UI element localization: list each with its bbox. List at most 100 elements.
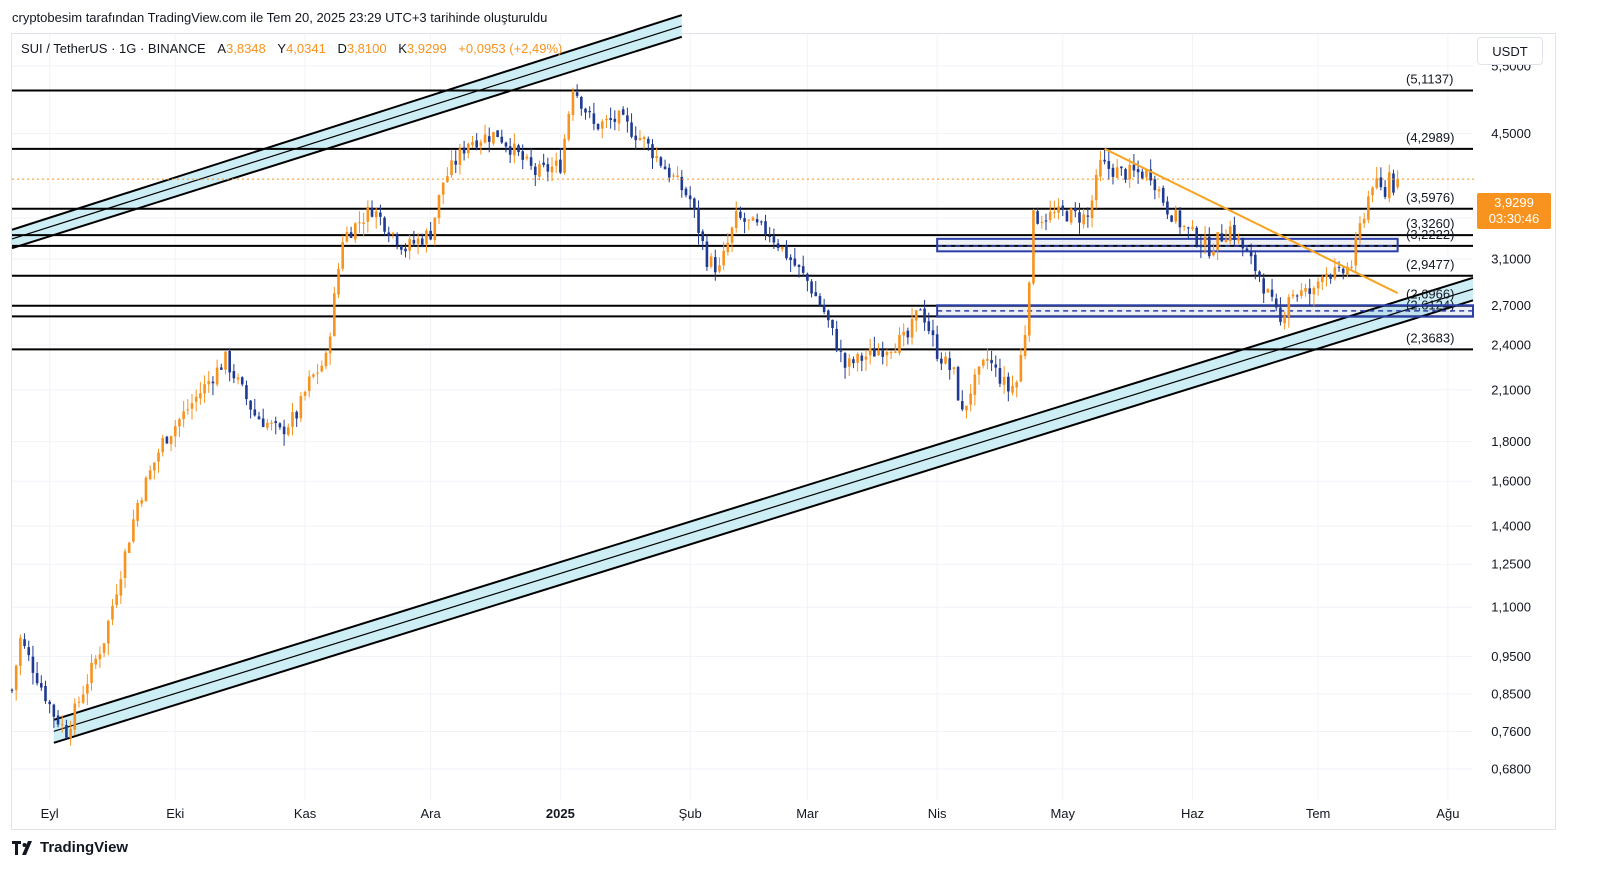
candle-down[interactable] xyxy=(211,381,215,384)
candle-up[interactable] xyxy=(157,452,160,462)
candle-up[interactable] xyxy=(864,356,868,360)
candle-up[interactable] xyxy=(1371,187,1374,196)
candle-up[interactable] xyxy=(90,662,93,683)
candle-up[interactable] xyxy=(307,376,311,392)
candle-down[interactable] xyxy=(948,358,952,370)
candle-up[interactable] xyxy=(1291,294,1295,297)
candle-down[interactable] xyxy=(1170,215,1173,222)
candle-up[interactable] xyxy=(889,352,893,354)
candle-down[interactable] xyxy=(1111,167,1115,177)
candle-down[interactable] xyxy=(797,264,801,267)
candle-down[interactable] xyxy=(383,217,386,232)
candle-up[interactable] xyxy=(726,242,730,253)
candle-down[interactable] xyxy=(559,159,562,173)
candle-up[interactable] xyxy=(1333,267,1337,279)
candle-up[interactable] xyxy=(1266,289,1270,293)
candle-up[interactable] xyxy=(199,393,202,399)
candle-down[interactable] xyxy=(274,421,278,424)
candle-down[interactable] xyxy=(1341,268,1345,274)
candle-up[interactable] xyxy=(483,134,487,143)
candle-up[interactable] xyxy=(847,358,851,367)
candle-up[interactable] xyxy=(270,422,273,424)
candle-down[interactable] xyxy=(48,701,51,705)
candle-down[interactable] xyxy=(806,273,809,281)
candle-up[interactable] xyxy=(1283,316,1286,324)
candle-up[interactable] xyxy=(1128,165,1132,180)
candle-up[interactable] xyxy=(333,293,336,337)
candle-down[interactable] xyxy=(630,122,633,137)
candle-down[interactable] xyxy=(379,212,382,217)
candle-up[interactable] xyxy=(94,658,98,665)
candle-down[interactable] xyxy=(40,683,43,688)
candle-up[interactable] xyxy=(513,143,516,156)
candle-up[interactable] xyxy=(638,137,642,141)
candle-up[interactable] xyxy=(291,412,294,427)
candle-down[interactable] xyxy=(663,166,667,170)
candle-down[interactable] xyxy=(906,330,910,338)
candle-up[interactable] xyxy=(672,175,675,177)
candle-down[interactable] xyxy=(1220,233,1224,242)
candle-down[interactable] xyxy=(960,401,964,410)
candle-up[interactable] xyxy=(981,360,985,366)
candle-up[interactable] xyxy=(1320,276,1324,283)
upper-channel-upper-line[interactable] xyxy=(11,14,683,231)
candle-down[interactable] xyxy=(764,221,767,235)
candle-down[interactable] xyxy=(860,355,864,361)
candle-up[interactable] xyxy=(1387,172,1391,199)
candle-down[interactable] xyxy=(1132,164,1136,171)
candle-up[interactable] xyxy=(1011,385,1014,393)
candle-up[interactable] xyxy=(1354,237,1358,266)
candle-up[interactable] xyxy=(709,256,713,267)
candle-down[interactable] xyxy=(1392,173,1395,193)
support-zone[interactable] xyxy=(936,304,1474,318)
candle-down[interactable] xyxy=(592,113,596,124)
symbol-label[interactable]: SUI / TetherUS · 1G · BINANCE xyxy=(21,41,206,56)
candle-down[interactable] xyxy=(755,219,759,223)
candle-up[interactable] xyxy=(60,724,64,726)
candle-up[interactable] xyxy=(324,352,328,367)
candle-down[interactable] xyxy=(776,243,780,249)
candle-up[interactable] xyxy=(1053,212,1056,214)
candle-up[interactable] xyxy=(161,437,165,453)
candle-down[interactable] xyxy=(52,704,56,717)
candle-up[interactable] xyxy=(1191,226,1194,229)
candle-down[interactable] xyxy=(651,144,654,159)
candle-down[interactable] xyxy=(667,167,671,178)
candle-up[interactable] xyxy=(153,462,156,471)
candle-down[interactable] xyxy=(165,436,169,444)
candle-down[interactable] xyxy=(1153,179,1157,191)
candle-up[interactable] xyxy=(952,367,956,369)
candle-up[interactable] xyxy=(433,217,437,241)
candle-down[interactable] xyxy=(1036,211,1039,224)
candle-down[interactable] xyxy=(1178,210,1182,228)
candle-down[interactable] xyxy=(772,236,776,243)
candle-up[interactable] xyxy=(169,435,173,444)
candle-down[interactable] xyxy=(693,198,696,210)
candle-down[interactable] xyxy=(349,232,353,238)
candle-up[interactable] xyxy=(877,350,880,356)
candle-down[interactable] xyxy=(27,647,31,656)
candle-down[interactable] xyxy=(760,221,763,223)
tradingview-logo[interactable]: TradingView xyxy=(12,839,128,856)
candle-down[interactable] xyxy=(521,151,525,160)
candle-up[interactable] xyxy=(605,118,608,121)
candle-up[interactable] xyxy=(173,426,177,437)
candle-up[interactable] xyxy=(914,310,918,321)
candle-down[interactable] xyxy=(257,416,261,420)
candle-down[interactable] xyxy=(1044,220,1048,222)
candle-up[interactable] xyxy=(236,377,240,380)
candle-down[interactable] xyxy=(420,238,424,245)
candle-down[interactable] xyxy=(1337,266,1341,268)
candle-down[interactable] xyxy=(1274,298,1278,308)
candle-down[interactable] xyxy=(253,409,257,416)
candle-down[interactable] xyxy=(801,266,805,273)
candle-down[interactable] xyxy=(990,359,993,364)
currency-button[interactable]: USDT xyxy=(1477,37,1543,65)
candle-down[interactable] xyxy=(1245,248,1249,252)
candle-up[interactable] xyxy=(1316,281,1320,289)
candle-up[interactable] xyxy=(1203,236,1207,246)
candle-down[interactable] xyxy=(1187,227,1190,229)
candle-up[interactable] xyxy=(391,232,395,235)
candle-up[interactable] xyxy=(127,542,131,553)
